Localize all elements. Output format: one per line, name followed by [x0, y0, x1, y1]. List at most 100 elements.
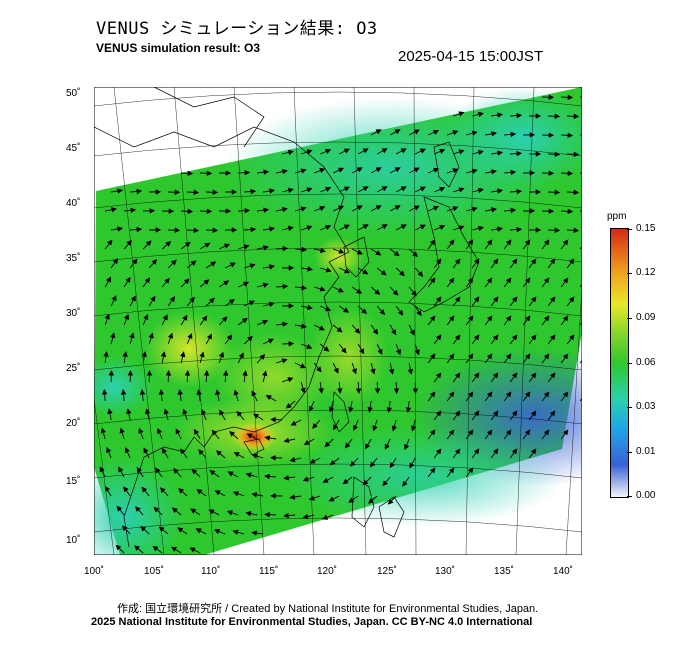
wind-arrow-head [372, 328, 379, 335]
wind-arrow-head [282, 283, 289, 290]
wind-arrow-head [516, 226, 523, 233]
wind-arrow-head [180, 448, 186, 455]
wind-arrow-head [228, 298, 235, 305]
wind-arrow-head [110, 332, 116, 339]
wind-arrow-head [163, 408, 169, 415]
wind-arrow-head [225, 170, 232, 176]
wind-arrow-head [302, 513, 309, 520]
wind-arrow-head [191, 468, 198, 475]
wind-arrow-head [353, 424, 358, 431]
wind-arrow-head [404, 444, 410, 451]
wind-arrow-head [118, 466, 124, 473]
page-title-jp: VENUS シミュレーション結果: O3 [96, 19, 378, 39]
wind-arrow-head [477, 187, 484, 194]
wind-arrow-head [179, 351, 186, 358]
wind-arrow-head [412, 388, 419, 394]
wind-arrow-head [548, 132, 555, 138]
wind-arrow-head [467, 239, 474, 246]
wind-arrow-head [196, 489, 203, 495]
wind-arrow-head [302, 476, 309, 482]
wind-arrow-head [233, 389, 239, 396]
wind-arrow-head [486, 239, 493, 246]
wind-arrow-head [262, 282, 269, 288]
wind-arrow-head [158, 389, 165, 395]
wind-arrow-head [281, 206, 288, 213]
wind-arrow-head [372, 425, 378, 432]
wind-arrow-head [134, 545, 140, 551]
wind-arrow-head [337, 205, 345, 211]
wind-arrow-head [435, 258, 442, 265]
wind-arrow-head [103, 351, 109, 357]
wind-arrow-head [391, 425, 397, 432]
wind-arrow-head [306, 343, 313, 349]
wind-arrow-head [343, 268, 351, 274]
wind-arrow-head [111, 295, 117, 302]
wind-arrow-head [173, 467, 179, 474]
wind-arrow-head [511, 372, 518, 379]
wind-arrow-head [535, 113, 542, 119]
wind-arrow-head [448, 277, 455, 284]
wind-arrow-head [312, 422, 318, 429]
wind-arrow-head [524, 353, 531, 360]
wind-arrow-head [251, 453, 258, 459]
wind-arrow-head [549, 258, 556, 265]
wind-arrow-head [146, 370, 153, 376]
wind-arrow-head [212, 227, 219, 233]
wind-arrow-head [270, 455, 276, 461]
wind-arrow-head [567, 132, 574, 139]
wind-arrow-head [208, 297, 215, 304]
wind-arrow-shaft [579, 359, 582, 364]
wind-arrow-head [435, 334, 442, 341]
wind-arrow-head [236, 410, 243, 417]
wind-arrow-head [354, 328, 361, 334]
wind-arrow-head [338, 248, 345, 254]
wind-arrow-head [130, 207, 137, 214]
wind-arrow-head [325, 306, 332, 312]
wind-arrow-head [429, 239, 436, 246]
wind-arrow-head [562, 277, 569, 284]
wind-arrow-head [233, 452, 240, 458]
wind-arrow-head [203, 279, 210, 285]
wind-arrow-head [270, 416, 276, 423]
wind-arrow-head [174, 189, 181, 195]
wind-arrow-head [492, 334, 499, 341]
wind-arrow-head [410, 425, 417, 432]
wind-arrow-head [417, 271, 424, 277]
wind-arrow-head [554, 227, 561, 233]
wind-arrow-head [111, 207, 117, 213]
wind-arrow-head [355, 388, 362, 394]
graticule [94, 87, 582, 555]
wind-arrow-head [209, 469, 216, 476]
wind-arrow-head [412, 251, 419, 258]
wind-arrow-head [530, 334, 537, 341]
wind-arrow-head [402, 480, 408, 487]
wind-arrow-head [248, 300, 255, 306]
wind-arrow-head [148, 332, 154, 339]
wind-arrow-head [529, 132, 536, 138]
wind-arrow-head [325, 224, 332, 230]
wind-arrow-head [452, 168, 459, 174]
wind-arrow-head [458, 187, 465, 193]
wind-arrow-head [104, 313, 110, 320]
wind-arrow-head [375, 205, 382, 211]
wind-arrow-head [117, 226, 124, 232]
wind-arrow-head [567, 94, 574, 101]
wind-arrow-head [150, 295, 156, 302]
colorbar-label: 0.15 [636, 223, 656, 234]
wind-arrow-head [381, 148, 388, 154]
wind-arrow-head [429, 277, 436, 284]
wind-arrow-head [309, 458, 316, 464]
wind-arrow-head [535, 151, 542, 157]
wind-arrow-head [448, 315, 455, 322]
wind-arrow-head [107, 408, 113, 415]
wind-arrow-head [433, 129, 440, 135]
wind-arrow-head [467, 429, 474, 436]
wind-arrow-head [543, 353, 550, 360]
wind-arrow-head [549, 372, 556, 379]
wind-arrow-head [227, 471, 234, 477]
wind-arrow-head [567, 208, 574, 215]
wind-arrow-head [183, 278, 190, 285]
wind-arrow-head [429, 429, 436, 436]
wind-arrow-head [193, 189, 200, 196]
wind-arrow-head [529, 208, 536, 214]
